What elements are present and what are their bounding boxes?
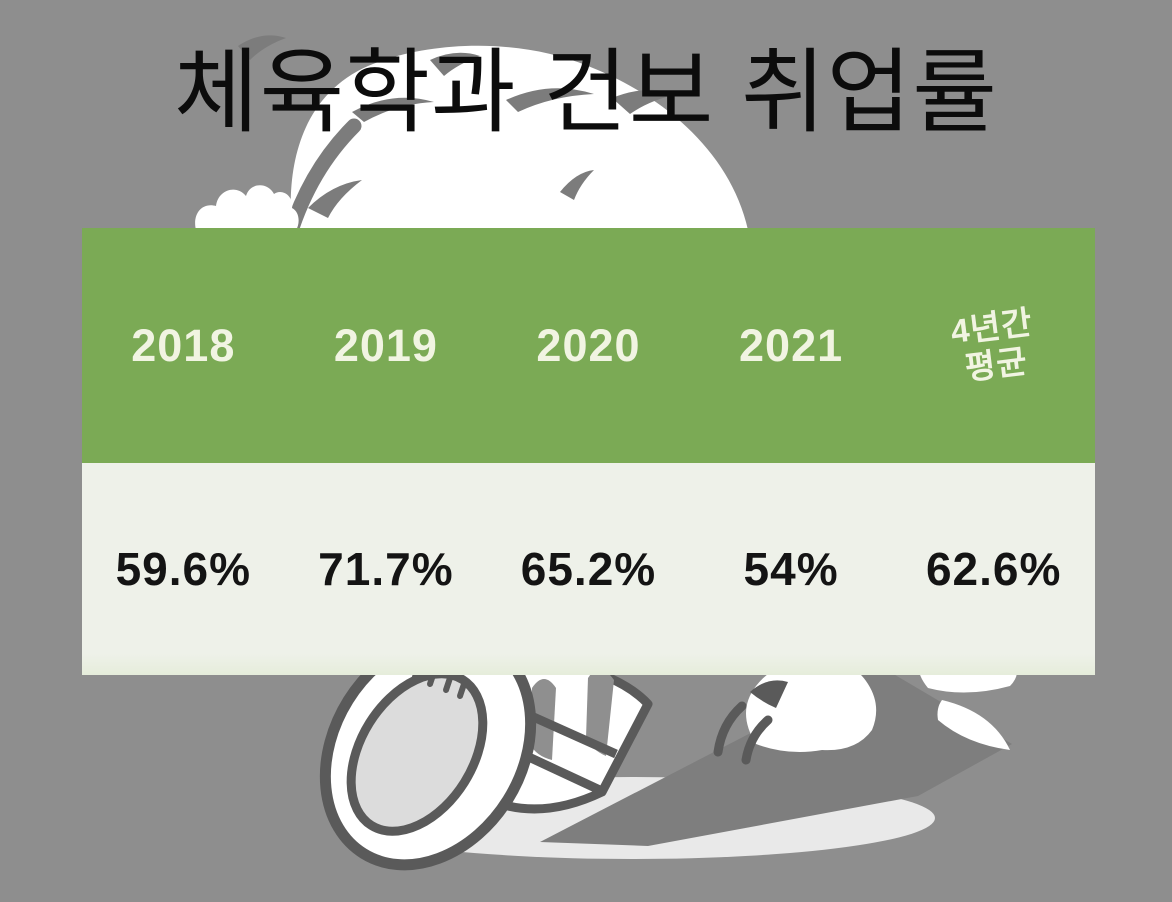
mascot-feet: [319, 629, 1018, 871]
mascot-head: [195, 35, 748, 242]
4yr-average-label: 4년간 평균: [948, 302, 1035, 387]
header-cell-2020: 2020: [536, 319, 641, 371]
employment-rate-table: 2018 2019 2020 2021 4년간 평균 59.6% 71.7% 6…: [82, 228, 1095, 675]
value-cell-2021: 54%: [743, 543, 839, 595]
value-cell-2018: 59.6%: [115, 543, 252, 595]
table-value-row: 59.6% 71.7% 65.2% 54% 62.6%: [82, 463, 1095, 675]
header-cell-2021: 2021: [739, 319, 844, 371]
header-cell-4yr-average: 4년간 평균: [892, 228, 1095, 463]
value-cell-4yr-average: 62.6%: [925, 543, 1062, 595]
header-cell-2019: 2019: [333, 319, 438, 371]
value-cell-2019: 71.7%: [318, 543, 454, 595]
value-cell-2020: 65.2%: [520, 543, 657, 595]
header-cell-2018: 2018: [131, 319, 236, 371]
page-title: 체육학과 건보 취업률: [174, 42, 998, 144]
table-header-row: 2018 2019 2020 2021 4년간 평균: [82, 228, 1095, 463]
leg-shadow-swoosh: [540, 666, 1012, 846]
